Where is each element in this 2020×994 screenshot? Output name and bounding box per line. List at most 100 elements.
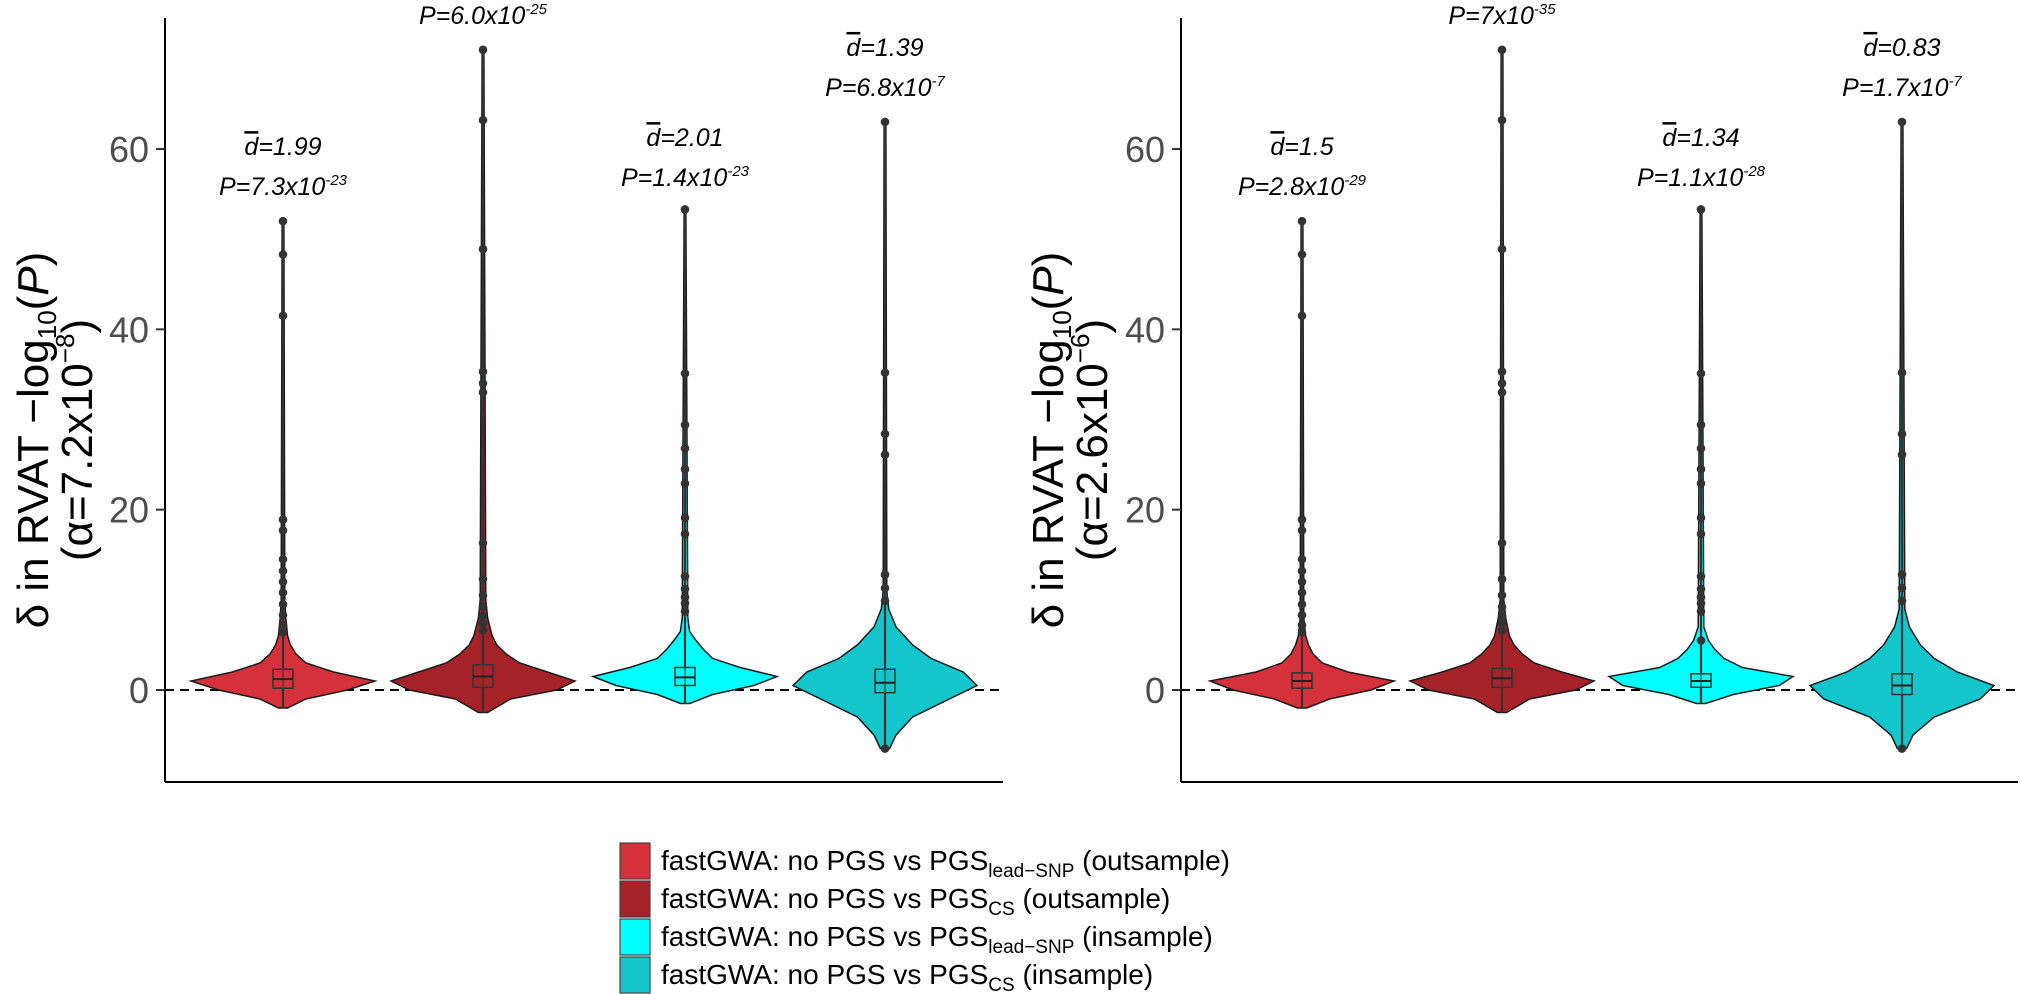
outlier-point [1696,592,1706,602]
legend-label: fastGWA: no PGS vs PGSlead−SNP (insample… [661,921,1213,958]
outlier-point [1897,368,1907,377]
outlier-point [478,626,488,635]
outlier-point [278,566,288,576]
outlier-point [1297,554,1307,564]
y-tick-label: 0 [1145,670,1165,711]
effect-size-label: d=1.34 [1662,124,1739,152]
outlier-point [1297,600,1307,609]
outlier-point [880,450,890,459]
y-axis-label-line2: (α=2.6x10−6) [1065,319,1117,561]
violin-3: d=1.34 P=1.1x10-28 [1607,124,1795,705]
outlier-point [1696,529,1706,539]
outlier-point [680,529,690,539]
outlier-point [1297,588,1307,597]
outlier-point [880,117,890,127]
outlier-point [1696,636,1706,645]
p-value-label: P=2.8x10-29 [1238,172,1367,201]
outlier-point [478,244,488,254]
legend: fastGWA: no PGS vs PGSlead−SNP (outsampl… [619,842,1230,994]
y-axis-label-line1: δ in RVAT −log10(P) [9,252,62,629]
p-value-label: P=1.4x10-23 [621,163,750,192]
outlier-point [1297,216,1307,226]
outlier-point [1297,250,1307,259]
legend-item: fastGWA: no PGS vs PGSlead−SNP (insample… [619,918,1213,958]
outlier-point [1696,572,1706,581]
violin-2: d=1.69P=7x10-35 [1407,1,1597,714]
outlier-point [1497,574,1507,584]
outlier-point [1297,311,1307,321]
outlier-point [1297,627,1307,637]
outlier-point [1897,117,1907,127]
legend-label: fastGWA: no PGS vs PGSlead−SNP (outsampl… [661,845,1230,882]
outlier-point [680,607,690,616]
outlier-point [680,479,690,488]
y-tick-label: 60 [109,129,149,170]
outlier-point [1897,596,1907,606]
y-axis-label: δ in RVAT −log10(P)(α=7.2x10−8) [9,252,102,629]
legend-label: fastGWA: no PGS vs PGSCS (outsample) [661,883,1170,920]
outlier-point [680,369,690,378]
outlier-point [1497,611,1507,621]
outlier-point [880,570,890,579]
outlier-point [1897,583,1907,593]
y-tick-label: 40 [1125,309,1165,350]
outlier-point [880,596,890,606]
p-value-label: P=7x10-35 [1448,1,1556,30]
outlier-point [1497,379,1507,388]
outlier-point [478,602,488,612]
outlier-point [1696,369,1706,378]
outlier-point [1696,584,1706,594]
outlier-point [680,572,690,581]
outlier-point [1297,526,1307,535]
y-tick-label: 60 [1125,129,1165,170]
violin-4: d=0.83 P=1.7x10-7 [1808,34,1996,753]
outlier-point [278,526,288,535]
y-tick-label: 20 [109,490,149,531]
legend-swatch [619,918,651,956]
p-value-label: P=1.1x10-28 [1637,163,1766,192]
outlier-point [1297,610,1307,620]
outlier-point [1497,115,1507,125]
outlier-point [278,577,288,587]
panel-right: 0 20 40 60 δ in RVAT −log10(P)(α=2.6x10−6) d=… [1024,1,2018,783]
y-axis-label-line1: δ in RVAT −log10(P) [1024,252,1077,629]
outlier-point [278,515,288,524]
outlier-point [1497,244,1507,254]
outlier-point [478,591,488,600]
outlier-point [1696,205,1706,214]
outlier-point [1497,45,1507,55]
outlier-point [880,744,890,753]
outlier-point [1497,591,1507,600]
violin-1: d=1.99 P=7.3x10-23 [188,133,378,709]
effect-size-label: d=1.5 [1270,133,1333,161]
p-value-label: P=1.7x10-7 [1842,73,1962,102]
outlier-point [1497,626,1507,635]
y-tick-label: 40 [109,309,149,350]
p-value-label: P=7.3x10-23 [219,172,348,201]
outlier-point [478,538,488,548]
effect-size-label: d=0.83 [1863,34,1940,62]
outlier-point [278,620,288,630]
legend-label: fastGWA: no PGS vs PGSCS (insample) [661,959,1153,994]
effect-size-label: d=1.99 [244,133,321,161]
outlier-point [278,216,288,226]
outlier-point [1696,513,1706,523]
outlier-point [680,205,690,214]
outlier-point [1897,429,1907,439]
outlier-point [1897,570,1907,579]
p-value-label: P=6.8x10-7 [825,73,945,102]
effect-size-label: d=2.01 [646,124,723,152]
outlier-point [680,464,690,474]
outlier-point [478,618,488,628]
outlier-point [680,420,690,430]
legend-swatch [619,956,651,994]
outlier-point [1297,566,1307,576]
legend-swatch [619,880,651,918]
violin-3: d=2.01 P=1.4x10-23 [590,124,780,705]
panel-left: 0 20 40 60 δ in RVAT −log10(P)(α=7.2x10−8) d=… [9,1,1003,783]
outlier-point [880,429,890,439]
outlier-point [680,592,690,602]
legend-item: fastGWA: no PGS vs PGSCS (outsample) [619,880,1170,920]
outlier-point [278,554,288,564]
